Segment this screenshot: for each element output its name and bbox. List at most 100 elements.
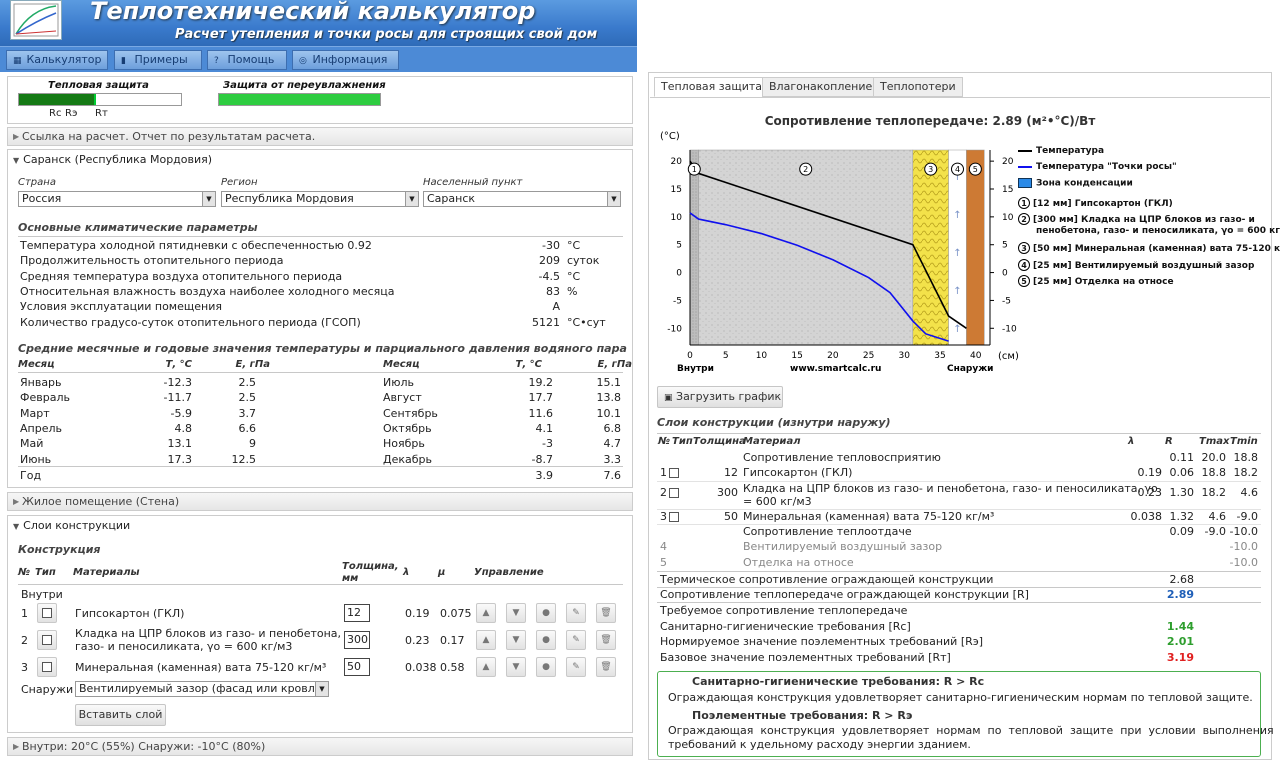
location-header[interactable]: ▼ Саранск (Республика Мордовия) bbox=[13, 153, 213, 166]
climate-param-name: Количество градусо-суток отопительного п… bbox=[20, 315, 361, 329]
layer-edit-button[interactable]: ✎ bbox=[566, 630, 586, 650]
layer-number: 2 bbox=[21, 634, 28, 647]
climate-param-name: Средняя температура воздуха отопительног… bbox=[20, 269, 343, 283]
layer-type-button[interactable] bbox=[37, 630, 57, 650]
city-select[interactable]: Саранск ▼ bbox=[423, 191, 621, 207]
legend-condensation: Зона конденсации bbox=[1018, 178, 1133, 189]
tab-heatloss[interactable]: Теплопотери bbox=[873, 77, 963, 97]
result-col-header: Tmin bbox=[1230, 436, 1258, 447]
nav-calculator-button[interactable]: ▦ Калькулятор bbox=[6, 50, 108, 70]
result-row-number: 5 bbox=[660, 555, 667, 569]
airflow-arrow-icon: ↑ bbox=[953, 210, 961, 221]
watermark: www.smartcalc.ru bbox=[790, 364, 881, 374]
y-axis-label: (°С) bbox=[660, 131, 680, 142]
zone-number: 5 bbox=[973, 165, 978, 174]
month-name: Август bbox=[383, 391, 422, 405]
layers-panel: ▼ Слои конструкции Конструкция № Тип Мате… bbox=[7, 515, 633, 733]
mark-rt: Rт bbox=[95, 108, 108, 119]
wall-layer-zone-3 bbox=[912, 149, 949, 346]
layer-material-name: Гипсокартон (ГКЛ) bbox=[75, 607, 185, 620]
edit-icon: ✎ bbox=[572, 662, 580, 672]
sanitary-requirement-label: Санитарно-гигиенические требования [Rc] bbox=[660, 620, 911, 633]
tab-thermal[interactable]: Тепловая защита bbox=[654, 77, 770, 97]
layers-header[interactable]: ▼ Слои конструкции bbox=[13, 519, 131, 532]
info-icon: ◎ bbox=[299, 56, 307, 66]
month-pressure: 3.3 bbox=[603, 452, 622, 466]
layer-toggle-button[interactable]: ● bbox=[536, 657, 556, 677]
layer-toggle-button[interactable]: ● bbox=[536, 630, 556, 650]
layer-number: 1 bbox=[21, 607, 28, 620]
col-materials: Материалы bbox=[73, 567, 140, 578]
layer-move-down-button[interactable]: ▼ bbox=[506, 657, 526, 677]
result-col-header: R bbox=[1165, 436, 1173, 447]
layer-trash-button[interactable]: 🗑 bbox=[596, 657, 616, 677]
col-thickness: Толщина, bbox=[342, 561, 399, 572]
layer-edit-button[interactable]: ✎ bbox=[566, 603, 586, 623]
move-down-icon: ▼ bbox=[512, 608, 520, 618]
layer-trash-button[interactable]: 🗑 bbox=[596, 630, 616, 650]
zone-number-circle bbox=[968, 162, 982, 176]
monthly-col-header: Месяц bbox=[383, 359, 420, 370]
construction-title: Конструкция bbox=[18, 543, 101, 556]
month-pressure: 2.5 bbox=[238, 376, 257, 389]
report-link-bar[interactable]: ▶ Ссылка на расчет. Отчет по результатам … bbox=[7, 127, 633, 146]
col-controls: Управление bbox=[474, 567, 544, 578]
layer-move-down-button[interactable]: ▼ bbox=[506, 603, 526, 623]
zone-number-circle bbox=[687, 162, 701, 176]
country-select[interactable]: Россия ▼ bbox=[18, 191, 216, 207]
layer-type-button[interactable] bbox=[37, 657, 57, 677]
layer-toggle-button[interactable]: ● bbox=[536, 603, 556, 623]
trash-icon: 🗑 bbox=[600, 635, 612, 645]
layer-type-button[interactable] bbox=[37, 603, 57, 623]
col-type: Тип bbox=[35, 567, 56, 578]
climate-param-unit: °С bbox=[567, 269, 581, 283]
airflow-arrow-icon: ↑ bbox=[953, 324, 961, 335]
nav-info-button[interactable]: ◎ Информация bbox=[292, 50, 399, 70]
layer-trash-button[interactable]: 🗑 bbox=[596, 603, 616, 623]
conditions-bar[interactable]: ▶ Внутри: 20°С (55%) Снаружи: -10°С (80%) bbox=[7, 737, 633, 756]
monthly-col-header: Т, °С bbox=[515, 359, 542, 370]
toggle-icon: ● bbox=[542, 608, 550, 618]
month-pressure: 15.1 bbox=[596, 376, 622, 389]
layer-thickness-input[interactable]: 50 bbox=[344, 658, 370, 676]
mark-re: Rэ bbox=[65, 108, 78, 119]
base-requirement-value: 3.19 bbox=[1166, 651, 1194, 664]
region-select[interactable]: Республика Мордовия ▼ bbox=[221, 191, 419, 207]
x-tick-label: 0 bbox=[687, 351, 693, 361]
layer-move-down-button[interactable]: ▼ bbox=[506, 630, 526, 650]
insert-layer-button[interactable]: Вставить слой bbox=[75, 704, 166, 726]
nav-help-button[interactable]: ? Помощь bbox=[207, 50, 287, 70]
layer-move-up-button[interactable]: ▲ bbox=[476, 630, 496, 650]
load-chart-button[interactable]: ▣ Загрузить график bbox=[657, 386, 783, 408]
layer-edit-button[interactable]: ✎ bbox=[566, 657, 586, 677]
y-tick-label: 10 bbox=[671, 213, 683, 223]
month-name: Июль bbox=[383, 376, 415, 389]
legend-layer-1: 1 [12 мм] Гипсокартон (ГКЛ) bbox=[1018, 197, 1173, 209]
result-row-tmax: 18.8 bbox=[1201, 466, 1227, 480]
result-row-tmin: -9.0 bbox=[1236, 509, 1258, 523]
layers-result-title: Слои конструкции (изнутри наружу) bbox=[657, 416, 891, 429]
y-tick-label: 20 bbox=[671, 157, 683, 167]
result-row-material: Сопротивление теплоотдаче bbox=[743, 524, 912, 538]
nav-examples-button[interactable]: ▮ Примеры bbox=[114, 50, 202, 70]
year-pressure: 7.6 bbox=[603, 469, 622, 482]
layer-move-up-button[interactable]: ▲ bbox=[476, 657, 496, 677]
x-tick-label: 10 bbox=[756, 351, 768, 361]
layer-thickness-input[interactable]: 300 bbox=[344, 631, 370, 649]
y-tick-label-right: 20 bbox=[1002, 157, 1014, 167]
layer-thickness-input[interactable]: 12 bbox=[344, 604, 370, 622]
month-name: Ноябрь bbox=[383, 437, 425, 451]
room-bar[interactable]: ▶ Жилое помещение (Стена) bbox=[7, 492, 633, 511]
chevron-right-icon: ▶ bbox=[13, 132, 20, 141]
layer-move-up-button[interactable]: ▲ bbox=[476, 603, 496, 623]
outside-layer-select[interactable]: Вентилируемый зазор (фасад или кровля) ▼ bbox=[75, 681, 329, 697]
checkbox-icon bbox=[42, 635, 52, 645]
tab-moisture[interactable]: Влагонакопление bbox=[762, 77, 880, 97]
result-row-r: 1.30 bbox=[1169, 485, 1195, 499]
trash-icon: 🗑 bbox=[600, 608, 612, 618]
result-row-material: Минеральная (каменная) вата 75-120 кг/м³ bbox=[743, 509, 995, 523]
x-tick-label: 30 bbox=[899, 351, 911, 361]
col-lambda: λ bbox=[403, 567, 410, 578]
climate-param-name: Относительная влажность воздуха наиболее… bbox=[20, 284, 395, 298]
month-temp: -12.3 bbox=[163, 376, 192, 389]
